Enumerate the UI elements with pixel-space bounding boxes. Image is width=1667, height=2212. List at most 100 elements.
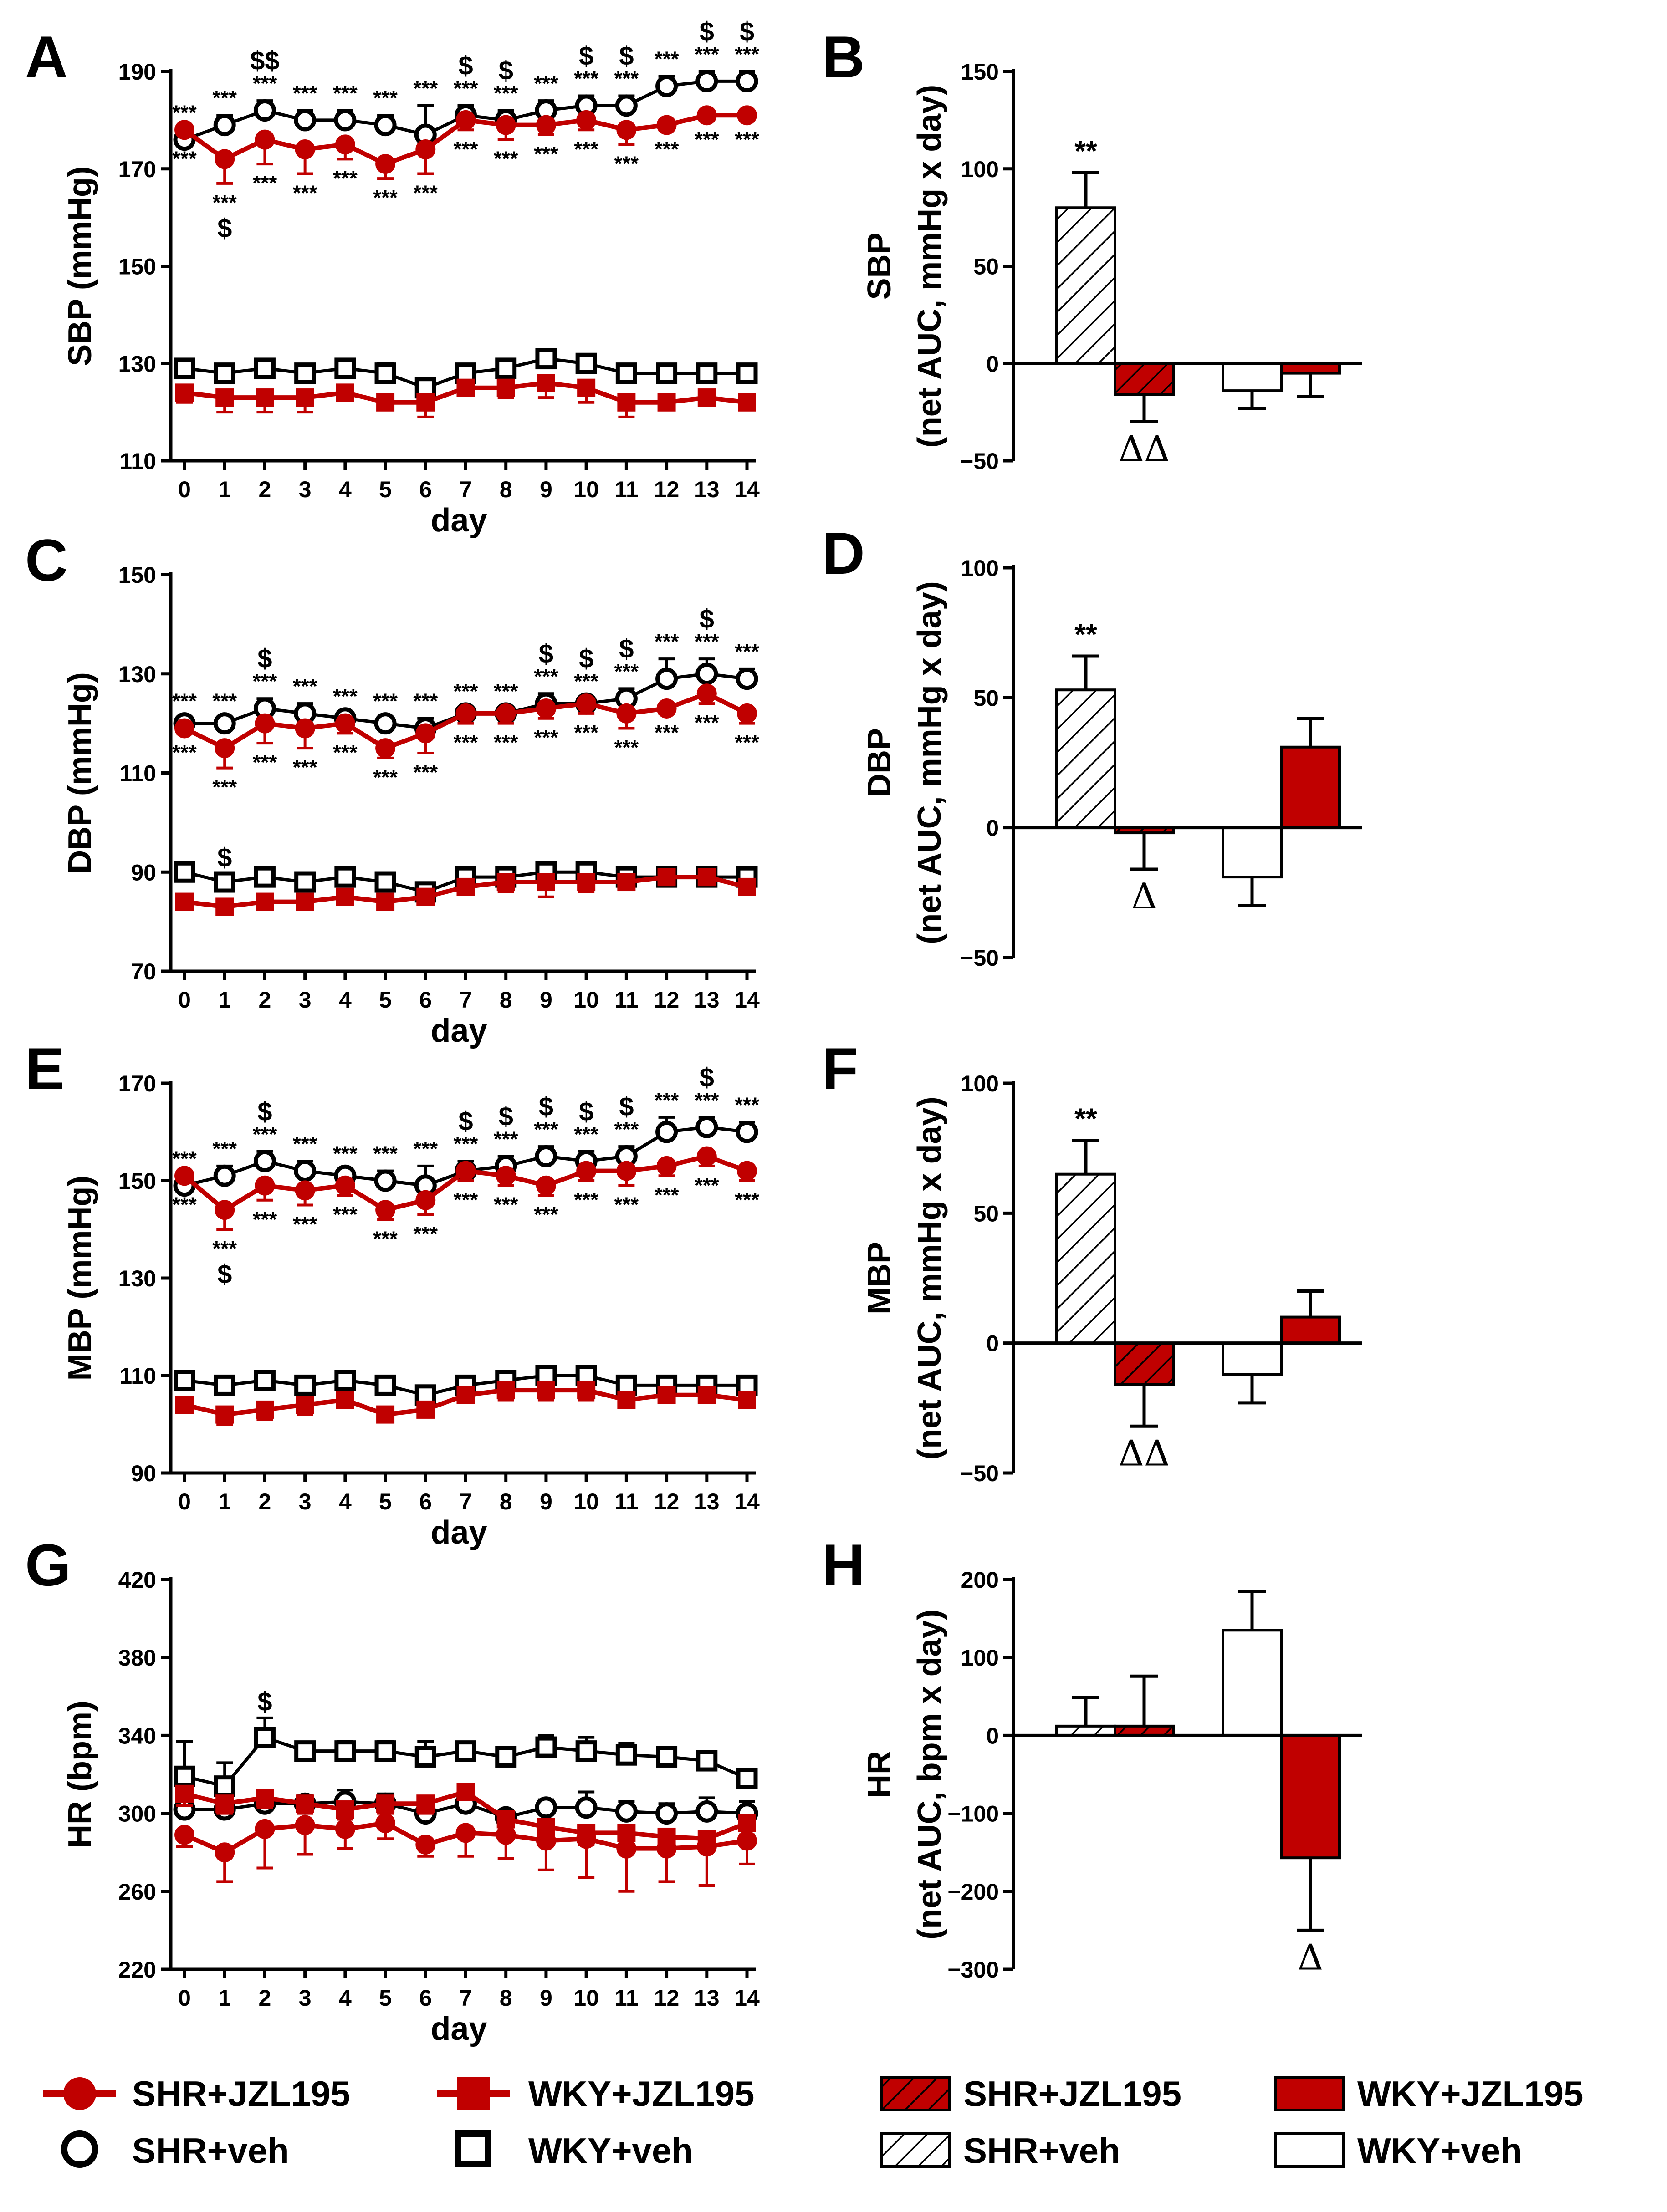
significance-marker: *** <box>655 1088 679 1112</box>
data-point <box>215 1200 235 1220</box>
significance-marker: *** <box>494 731 518 754</box>
x-tick-label: 0 <box>178 987 191 1013</box>
data-point <box>697 1386 716 1404</box>
significance-marker: *** <box>454 1132 478 1156</box>
x-tick-label: 13 <box>694 1489 720 1514</box>
data-point <box>374 114 397 137</box>
data-point <box>255 1819 275 1839</box>
y-tick-label: 110 <box>119 1363 156 1389</box>
data-point <box>736 70 758 92</box>
data-point <box>577 378 596 397</box>
significance-marker: *** <box>333 1203 358 1226</box>
data-point <box>696 105 717 126</box>
data-point <box>696 1750 718 1772</box>
data-point <box>577 1381 596 1400</box>
y-tick-label: 220 <box>118 1957 156 1983</box>
data-point <box>174 1166 194 1186</box>
significance-marker: *** <box>574 66 598 90</box>
significance-marker: *** <box>333 684 358 708</box>
data-point <box>496 703 516 724</box>
y-axis-subtitle: (net AUC, mmHg x day) <box>911 1096 948 1459</box>
significance-marker: *** <box>172 1147 197 1170</box>
dollar-marker: $ <box>539 1092 553 1121</box>
significance-marker: *** <box>454 1188 478 1212</box>
x-tick-label: 7 <box>460 477 472 502</box>
x-tick-label: 6 <box>419 1489 432 1514</box>
data-point <box>456 877 475 896</box>
data-point <box>537 873 555 892</box>
x-tick-label: 9 <box>540 477 552 502</box>
significance-marker: *** <box>333 82 358 105</box>
significance-marker: *** <box>695 711 719 734</box>
data-point <box>253 99 276 122</box>
data-point <box>535 348 557 370</box>
significance-marker: *** <box>413 1137 438 1161</box>
x-tick-label: 14 <box>734 1489 760 1514</box>
data-point <box>577 873 596 892</box>
data-point <box>696 1146 717 1167</box>
dollar-marker: $ <box>217 1259 232 1289</box>
data-point <box>575 1740 597 1762</box>
data-point <box>657 1386 676 1404</box>
y-axis-title: HR <box>861 1751 898 1798</box>
data-point <box>336 1800 354 1819</box>
significance-marker: *** <box>574 137 598 161</box>
data-point <box>655 75 678 97</box>
data-point <box>175 892 194 911</box>
data-point <box>256 892 274 911</box>
series-shr-jzl195 <box>174 105 757 185</box>
data-point <box>256 1789 274 1807</box>
data-point <box>215 149 235 169</box>
data-point <box>254 866 276 888</box>
data-point <box>374 1740 396 1762</box>
data-point <box>576 110 597 130</box>
dollar-marker: $$ <box>250 46 280 76</box>
data-point <box>736 1768 758 1789</box>
data-point <box>296 892 314 911</box>
significance-marker: *** <box>373 86 398 110</box>
legend: SHR+JZL195 WKY+JZL195 SHR+veh WKY+veh SH… <box>43 2074 1583 2171</box>
significance-marker: *** <box>293 674 317 698</box>
data-point <box>296 1794 314 1813</box>
y-tick-label: 0 <box>986 351 999 377</box>
x-tick-label: 4 <box>339 1985 352 2011</box>
panel-letter: C <box>25 527 68 593</box>
y-tick-label: −50 <box>960 449 999 474</box>
dollar-marker: $ <box>539 639 553 668</box>
significance-marker: *** <box>494 147 518 171</box>
data-point <box>655 668 678 690</box>
panel-letter: B <box>822 24 865 90</box>
significance-marker: *** <box>253 1122 277 1146</box>
data-point <box>456 378 475 397</box>
significance-marker: *** <box>534 664 558 688</box>
x-tick-label: 11 <box>614 1489 639 1514</box>
panel-letter: G <box>25 1532 71 1598</box>
significance-marker: *** <box>454 137 478 161</box>
significance-marker: *** <box>413 76 438 100</box>
x-tick-label: 4 <box>339 1489 352 1514</box>
data-point <box>174 1370 195 1391</box>
data-point <box>214 871 235 893</box>
x-tick-label: 7 <box>460 1985 472 2011</box>
legend-item-wky-veh-line: WKY+veh <box>455 2130 693 2171</box>
y-tick-label: 0 <box>986 1331 999 1356</box>
significance-marker: *** <box>614 1117 639 1141</box>
data-point <box>375 1813 396 1833</box>
data-point <box>697 868 716 887</box>
x-tick-label: 3 <box>299 987 312 1013</box>
y-axis-title: DBP (mmHg) <box>62 672 98 874</box>
data-point <box>376 1405 395 1424</box>
data-point <box>295 139 315 159</box>
x-tick-label: 14 <box>734 987 760 1013</box>
significance-marker: *** <box>253 750 277 774</box>
x-tick-label: 10 <box>573 1489 599 1514</box>
bar-wky-jzl195 <box>1280 1315 1341 1345</box>
data-point <box>737 105 757 126</box>
significance-marker: *** <box>253 171 277 195</box>
x-tick-label: 13 <box>694 1985 720 2011</box>
significance-marker: *** <box>413 760 438 784</box>
significance-marker: *** <box>373 765 398 789</box>
significance-marker: *** <box>655 1183 679 1207</box>
significance-marker: *** <box>695 630 719 653</box>
